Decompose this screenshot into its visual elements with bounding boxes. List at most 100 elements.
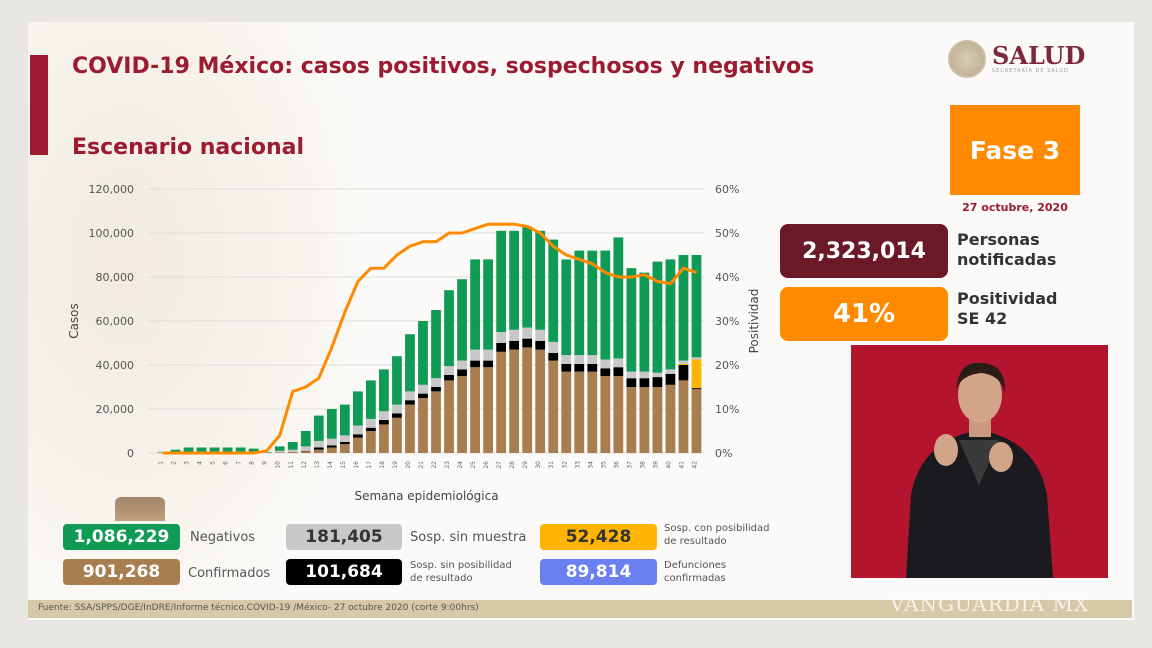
y2-axis-label: Positividad [747,289,761,354]
bar-segment [535,329,546,341]
bar-segment [418,321,428,385]
x-tick-label: 32 [561,461,568,469]
bar-segment [613,237,624,359]
bar-segment [366,418,376,428]
x-tick-label: 19 [392,461,399,469]
kpi-label-line: Personas [957,230,1040,249]
bar-segment [678,255,689,361]
bar-segment [470,367,480,453]
bar-segment [470,259,480,350]
bar-segment [274,450,285,453]
report-date: 27 octubre, 2020 [962,201,1068,214]
bar-segment [313,415,324,441]
x-tick-label: 17 [366,461,373,469]
bar-segment [418,393,428,398]
bar-segment [496,230,507,332]
bar-segment [418,384,428,394]
x-tick-label: 9 [262,461,269,465]
bar-segment [222,447,233,452]
legend-confirmed-value: 901,268 [63,559,180,585]
bar-segment [379,369,389,412]
bar-segment [626,387,637,453]
bar-segment [274,446,285,451]
bar-segment [613,376,624,453]
bar-segment [326,409,337,439]
bar-segment [379,424,389,453]
bar-segment [600,368,611,376]
bar-segment [457,279,467,361]
bar-segment [287,451,298,453]
x-tick-label: 10 [275,461,282,469]
y2-tick-label: 10% [715,403,739,416]
bar-segment [639,387,650,453]
bar-segment [444,366,454,375]
bar-segment [483,367,493,453]
bar-segment [183,447,194,452]
x-tick-label: 2 [171,461,178,465]
legend-label-line: de resultado [664,536,727,547]
y-axis-label: Casos [67,303,81,339]
x-tick-label: 37 [626,461,633,469]
bar-segment [626,371,637,379]
legend-suspected-no-sample-value: 181,405 [286,524,402,550]
bar-segment [639,272,650,372]
bar-segment [287,449,298,452]
bar-segment [431,391,441,453]
bar-segment [691,359,702,389]
sign-language-interpreter-video [851,345,1108,578]
legend-negatives-value: 1,086,229 [63,524,180,550]
bar-segment [339,404,350,436]
x-tick-label: 21 [418,461,425,469]
bar-segment [483,360,493,368]
x-tick-label: 6 [223,461,230,465]
y-tick-label: 100,000 [89,227,135,240]
bar-segment [652,377,663,387]
legend-negatives-label: Negativos [190,530,256,545]
x-axis-label: Semana epidemiológica [354,489,498,503]
x-tick-label: 25 [470,461,477,469]
bar-segment [483,349,493,361]
x-tick-label: 13 [314,461,321,469]
bar-segment [691,388,702,390]
bar-segment [548,341,559,353]
x-tick-label: 33 [574,461,581,469]
x-tick-label: 39 [652,461,659,469]
legend-confirmed-label: Confirmados [188,566,271,581]
x-tick-label: 20 [405,461,412,469]
bar-segment [379,411,389,420]
bar-segment [352,437,363,453]
bar-segment [665,384,676,453]
bar-segment [235,447,246,452]
x-tick-label: 34 [587,461,594,469]
bar-segment [678,363,689,365]
bar-segment [392,404,402,414]
positivity-value: 41% [780,287,948,341]
notified-people-label: Personas notificadas [957,230,1056,270]
bar-segment [535,349,546,453]
x-tick-label: 35 [600,461,607,469]
legend-suspected-possible-result-label: Sosp. con posibilidad de resultado [664,522,769,548]
bar-segment [665,259,676,370]
legend-label-line: de resultado [410,573,473,584]
y2-tick-label: 30% [715,315,739,328]
x-tick-label: 22 [431,461,438,469]
bar-segment [574,371,585,453]
x-tick-label: 26 [483,461,490,469]
bar-segment [496,351,507,453]
bar-segment [639,378,650,387]
bar-segment [522,327,533,339]
legend-suspected-no-result-label: Sosp. sin posibilidad de resultado [410,559,512,585]
kpi-label-line: Positividad [957,289,1058,308]
bar-segment [313,449,324,453]
y2-tick-label: 0% [715,447,732,460]
legend-suspected-no-result-value: 101,684 [286,559,402,585]
bar-segment [392,356,402,405]
bar-segment [574,250,585,356]
bar-segment [574,355,585,364]
decorative-background [28,22,358,612]
phase-badge: Fase 3 [950,105,1080,195]
legend-suspected-no-sample-label: Sosp. sin muestra [410,530,527,545]
legend-deaths-label: Defunciones confirmadas [664,559,726,585]
x-tick-label: 4 [197,461,204,465]
bar-segment [522,347,533,453]
